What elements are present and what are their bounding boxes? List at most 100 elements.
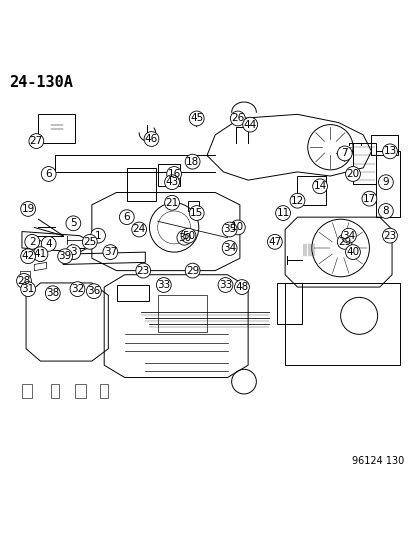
Text: 36: 36	[87, 286, 100, 296]
Text: 18: 18	[185, 157, 199, 167]
Circle shape	[345, 167, 359, 181]
Circle shape	[189, 111, 204, 126]
Circle shape	[103, 245, 117, 260]
Circle shape	[21, 201, 36, 216]
Text: 19: 19	[21, 204, 35, 214]
Circle shape	[189, 206, 204, 221]
Text: 34: 34	[342, 231, 355, 241]
Text: 12: 12	[290, 196, 304, 206]
Circle shape	[290, 193, 304, 208]
Text: 7: 7	[341, 148, 347, 158]
Bar	[22, 384, 32, 398]
Circle shape	[234, 280, 249, 294]
Circle shape	[166, 167, 181, 181]
Bar	[38, 115, 75, 143]
Text: 17: 17	[362, 193, 375, 204]
Text: 38: 38	[46, 288, 59, 298]
Bar	[20, 271, 30, 285]
Circle shape	[230, 220, 244, 235]
Circle shape	[29, 134, 44, 149]
Circle shape	[176, 230, 191, 245]
Text: 40: 40	[346, 247, 358, 257]
Text: 21: 21	[165, 198, 178, 208]
Circle shape	[345, 245, 359, 260]
Text: 6: 6	[45, 169, 52, 179]
Circle shape	[218, 278, 233, 293]
Text: 9: 9	[382, 177, 388, 187]
Bar	[370, 135, 397, 156]
Circle shape	[41, 167, 56, 181]
Bar	[116, 285, 149, 302]
Text: 45: 45	[190, 114, 203, 124]
Text: 41: 41	[34, 249, 47, 259]
Circle shape	[41, 237, 56, 251]
Text: 2: 2	[29, 237, 36, 247]
Circle shape	[185, 263, 199, 278]
Text: 1: 1	[95, 231, 101, 241]
Circle shape	[337, 146, 351, 161]
Text: 47: 47	[268, 237, 281, 247]
Text: 33: 33	[218, 280, 232, 290]
Text: 34: 34	[223, 243, 236, 253]
Bar	[100, 384, 108, 398]
Text: 13: 13	[382, 147, 396, 156]
Circle shape	[86, 284, 101, 298]
Circle shape	[21, 282, 36, 296]
Bar	[188, 201, 198, 211]
Circle shape	[66, 245, 81, 260]
Circle shape	[377, 204, 392, 219]
Text: 30: 30	[178, 233, 190, 243]
Circle shape	[82, 235, 97, 249]
Circle shape	[382, 144, 396, 159]
Text: 35: 35	[223, 224, 236, 235]
Text: 48: 48	[235, 282, 248, 292]
Text: 5: 5	[70, 219, 76, 228]
Circle shape	[341, 228, 356, 243]
Text: 11: 11	[276, 208, 289, 218]
Circle shape	[361, 191, 376, 206]
Text: 23: 23	[136, 265, 150, 276]
Bar	[51, 384, 59, 398]
Circle shape	[180, 228, 195, 243]
Text: 44: 44	[243, 119, 256, 130]
Text: 42: 42	[21, 251, 35, 261]
Circle shape	[119, 210, 134, 224]
Circle shape	[90, 228, 105, 243]
Bar	[22, 250, 30, 259]
Circle shape	[242, 117, 257, 132]
Circle shape	[312, 179, 327, 193]
Text: 32: 32	[71, 284, 84, 294]
Circle shape	[222, 240, 237, 255]
Text: 24-130A: 24-130A	[9, 75, 74, 90]
Text: 29: 29	[337, 237, 351, 247]
Circle shape	[275, 206, 290, 221]
Circle shape	[222, 222, 237, 237]
Text: 10: 10	[231, 222, 244, 232]
Text: 23: 23	[382, 231, 396, 241]
Text: 26: 26	[230, 114, 244, 124]
Circle shape	[21, 249, 36, 264]
Circle shape	[156, 278, 171, 293]
Circle shape	[17, 273, 31, 288]
Bar	[297, 176, 325, 205]
Circle shape	[164, 175, 179, 190]
Text: 27: 27	[30, 136, 43, 146]
Text: 29: 29	[185, 265, 199, 276]
Bar	[157, 164, 180, 187]
Text: 14: 14	[313, 181, 326, 191]
Bar	[126, 168, 155, 201]
Circle shape	[131, 222, 146, 237]
Text: 20: 20	[346, 169, 358, 179]
Text: 25: 25	[83, 237, 96, 247]
Text: 15: 15	[190, 208, 203, 218]
Circle shape	[267, 235, 282, 249]
Text: 33: 33	[157, 280, 170, 290]
Circle shape	[25, 235, 40, 249]
Text: 16: 16	[167, 169, 180, 179]
Circle shape	[230, 111, 244, 126]
Circle shape	[382, 228, 396, 243]
Text: 28: 28	[17, 276, 31, 286]
Circle shape	[185, 154, 199, 169]
Text: 8: 8	[382, 206, 388, 216]
Text: 37: 37	[104, 247, 117, 257]
